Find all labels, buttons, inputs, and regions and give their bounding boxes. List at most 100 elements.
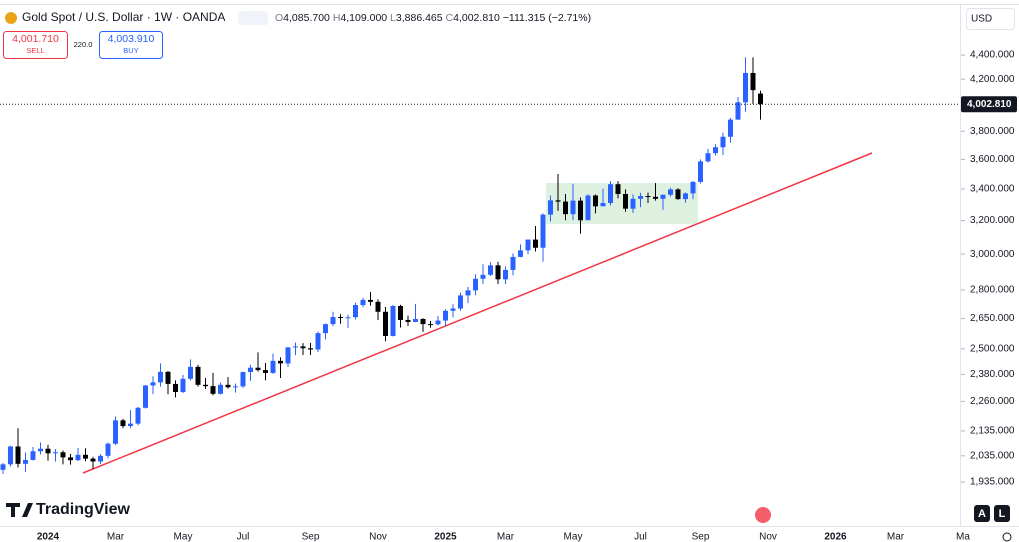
candle-body [248, 367, 253, 373]
legend-key: L [390, 12, 396, 24]
candle-body [8, 446, 13, 465]
event-flag[interactable] [755, 507, 771, 523]
y-tick-label: 2,260.000 [970, 396, 1015, 407]
candle-body [128, 423, 133, 427]
candle-body [750, 72, 756, 91]
sell-price[interactable]: 4,001.710 [12, 33, 59, 45]
currency-button[interactable] [966, 8, 1015, 30]
x-tick-label: Nov [759, 532, 777, 542]
candle-body [510, 256, 516, 270]
legend-value: 4,085.700 [283, 12, 330, 24]
candle-body [623, 193, 628, 209]
y-tick-label: 3,800.000 [970, 126, 1015, 137]
candle-body [570, 200, 576, 215]
candle-body [660, 194, 666, 199]
candle-body [615, 184, 621, 194]
candle-body [683, 193, 688, 200]
candle-body [143, 385, 148, 408]
candle-body [675, 189, 681, 200]
candle-body [188, 366, 193, 379]
sell-button[interactable] [3, 31, 68, 59]
candle-body [270, 360, 276, 373]
currency[interactable]: USD [971, 14, 992, 25]
log-scale-button[interactable] [994, 505, 1010, 522]
candle-body [53, 452, 58, 454]
candle-body [495, 265, 501, 280]
x-tick-label: Mar [497, 532, 515, 542]
candle-body [653, 196, 658, 199]
y-tick-label: 3,400.000 [970, 184, 1015, 195]
last-price-label: 4,002.810 [967, 99, 1012, 110]
brand-name: TradingView [36, 501, 131, 518]
candle-body [30, 451, 36, 460]
candle-body [338, 317, 343, 319]
candle-body [278, 360, 283, 364]
candle-body [383, 311, 388, 336]
x-tick-label: May [174, 532, 193, 542]
x-tick-label: Nov [369, 532, 387, 542]
candle-body [735, 102, 741, 120]
y-tick-label: 2,135.000 [970, 426, 1015, 437]
candle-body [300, 346, 306, 349]
candle-body [240, 372, 246, 387]
y-tick-label: 2,380.000 [970, 369, 1015, 380]
candle-body [690, 181, 696, 194]
candle-body [180, 378, 186, 392]
candle-body [173, 383, 178, 392]
candle-body [435, 320, 441, 325]
candle-body [525, 239, 531, 251]
candle-body [83, 454, 88, 459]
candle-body [150, 382, 156, 386]
candle-body [135, 407, 141, 424]
log-scale-label[interactable]: L [999, 508, 1006, 520]
candle-body [638, 195, 643, 199]
candle-body [608, 184, 613, 204]
candle-body [120, 420, 126, 427]
settings-icon[interactable] [1002, 532, 1012, 542]
y-tick-label: 2,035.000 [970, 450, 1015, 461]
candle-body [45, 448, 51, 454]
x-tick-label: Ma [956, 532, 970, 542]
plot-area [0, 57, 763, 475]
candle-body [705, 153, 711, 162]
candle-body [390, 306, 396, 336]
candle-body [578, 200, 583, 221]
candle-body [158, 371, 163, 383]
candle-body [75, 454, 81, 461]
legend-key: O [275, 12, 283, 24]
brand-logo [6, 503, 33, 517]
x-tick-label: May [564, 532, 583, 542]
auto-scale-button[interactable] [974, 505, 990, 522]
buy-label[interactable]: BUY [123, 46, 138, 55]
candle-body [698, 161, 703, 182]
candle-body [375, 301, 381, 312]
auto-scale-label[interactable]: A [978, 508, 986, 520]
candle-body [600, 203, 606, 207]
candle-body [630, 198, 636, 209]
candle-body [585, 195, 591, 221]
candle-body [518, 250, 523, 257]
x-tick-label: Mar [887, 532, 905, 542]
trend-line [82, 152, 873, 474]
x-tick-label: Jul [237, 532, 250, 542]
candle-body [68, 457, 73, 461]
candle-body [233, 386, 238, 388]
candle-body [405, 319, 411, 322]
symbol-icon [5, 12, 17, 24]
buy-button[interactable] [99, 31, 163, 59]
spread: 220.0 [74, 40, 93, 49]
buy-price[interactable]: 4,003.910 [108, 33, 155, 45]
candle-body [210, 386, 216, 394]
candle-body [488, 265, 493, 275]
candle-body [353, 305, 358, 318]
y-tick-label: 1,935.000 [970, 477, 1015, 488]
candle-body [225, 384, 231, 388]
candle-body [315, 333, 321, 350]
x-tick-label: 2024 [37, 532, 60, 542]
y-tick-label: 4,200.000 [970, 74, 1015, 85]
candle-body [398, 306, 403, 320]
sell-label[interactable]: SELL [26, 46, 44, 55]
last-price-box [961, 96, 1017, 113]
candle-body [165, 371, 171, 384]
y-tick-label: 2,650.000 [970, 313, 1015, 324]
